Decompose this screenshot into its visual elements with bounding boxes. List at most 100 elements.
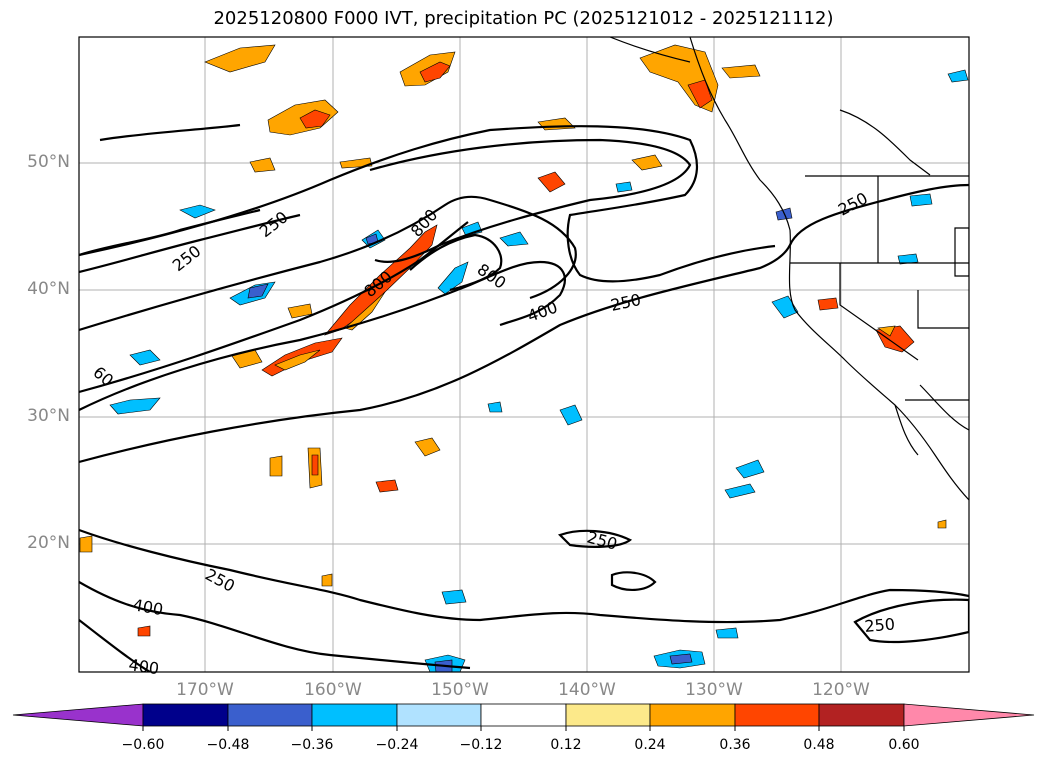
colorbar-bin: [565, 703, 651, 727]
lon-label-130w: 130°W: [685, 680, 743, 700]
lon-label-160w: 160°W: [304, 680, 362, 700]
precip-patch-negative: [499, 231, 529, 247]
precip-patch-positive: [937, 519, 947, 529]
precip-patch-positive: [537, 171, 566, 193]
precip-patch-negative: [129, 349, 161, 366]
ivt-contour-closed-1: [557, 529, 633, 548]
precip-patch-negative: [724, 483, 756, 499]
lat-label-20n: 20°N: [27, 533, 70, 553]
colorbar-bin: [311, 703, 398, 727]
precip-patch-positive: [631, 154, 663, 171]
precip-patch-positive: [721, 64, 761, 79]
state-border: [954, 227, 969, 277]
colorbar-bin: [818, 703, 905, 727]
precip-shading: [79, 44, 969, 672]
colorbar-bin: [649, 703, 736, 727]
precip-patch-positive: [311, 454, 319, 476]
lon-label-170w: 170°W: [176, 680, 234, 700]
precip-patch-negative: [487, 401, 503, 413]
colorbar-bin: [734, 703, 820, 727]
colorbar-tick-label: 0.36: [719, 737, 751, 753]
precip-patch-negative: [559, 404, 583, 426]
colorbar-tick-label: −0.12: [459, 737, 503, 753]
lat-label-30n: 30°N: [27, 406, 70, 426]
contour-label: 250: [864, 614, 896, 636]
ivt-contour-800: [409, 233, 503, 292]
colorbar-extend-min: [12, 703, 144, 727]
colorbar-tick-label: −0.36: [290, 737, 334, 753]
precip-patch-negative: [771, 295, 799, 319]
graticule: [79, 37, 969, 672]
precip-patch-negative: [615, 181, 633, 193]
precip-patch-positive: [137, 625, 151, 637]
precip-patch-positive: [79, 535, 93, 553]
colorbar-tick-label: −0.48: [206, 737, 250, 753]
lon-label-120w: 120°W: [812, 680, 870, 700]
precip-patch-positive: [269, 455, 283, 477]
colorbar: [12, 703, 1035, 731]
ivt-contour-north-1: [79, 208, 261, 257]
precip-patch-positive: [877, 325, 896, 337]
contour-label: 400: [127, 655, 160, 678]
precip-patch-negative: [179, 204, 216, 219]
precip-patch-negative: [437, 261, 469, 295]
precip-patch-positive: [274, 349, 321, 371]
precip-patch-positive: [321, 573, 333, 587]
ivt-contour-250-south: [79, 183, 969, 464]
colorbar-bin: [396, 703, 482, 727]
precip-patch-negative: [109, 397, 161, 415]
precip-patch-negative: [897, 253, 919, 265]
coastline-baja: [894, 404, 919, 456]
ivt-contour-north-3: [99, 123, 241, 142]
colorbar-bin: [142, 703, 229, 727]
precip-patch-positive: [344, 291, 386, 331]
ivt-contour-250-tropics: [79, 528, 969, 624]
precip-patch-negative: [669, 653, 693, 665]
colorbar-extend-max: [903, 703, 1035, 727]
coastline-alaska: [609, 37, 691, 63]
lat-label-50n: 50°N: [27, 152, 70, 172]
ivt-contour-400-north: [79, 195, 577, 332]
lon-label-140w: 140°W: [558, 680, 616, 700]
map-frame: [78, 36, 970, 673]
state-border: [917, 290, 969, 329]
ivt-contour-400-tropics: [79, 581, 471, 670]
ivt-contour-north-2: [79, 213, 301, 274]
colorbar-ticks: [142, 726, 905, 731]
colorbar-tick-label: 0.48: [803, 737, 835, 753]
ivt-contour-250-north: [79, 125, 776, 283]
precip-patch-positive: [419, 61, 451, 83]
colorbar-tick-label: −0.60: [121, 737, 165, 753]
lat-label-40n: 40°N: [27, 279, 70, 299]
precip-patch-positive: [204, 44, 276, 73]
colorbar-tick-label: 0.60: [888, 737, 920, 753]
colorbar-tick-label: 0.24: [634, 737, 666, 753]
precip-patch-negative: [735, 459, 765, 479]
precip-patch-positive: [299, 109, 331, 129]
ivt-contour-closed-3: [853, 598, 969, 644]
coastline-north-america: [689, 37, 969, 501]
coastlines: [609, 37, 969, 501]
precip-patch-positive: [414, 437, 441, 457]
precip-patch-positive: [249, 157, 276, 173]
precip-patch-negative: [247, 283, 269, 299]
precip-patch-positive: [687, 79, 713, 109]
colorbar-bin: [480, 703, 567, 727]
colorbar-tick-label: 0.12: [550, 737, 582, 753]
ivt-contour-600: [79, 221, 469, 394]
colorbar-tick-label: −0.24: [375, 737, 419, 753]
ivt-contours: [79, 123, 969, 672]
lon-label-150w: 150°W: [431, 680, 489, 700]
coastline-gulf: [919, 384, 969, 431]
figure-title: 2025120800 F000 IVT, precipitation PC (2…: [213, 8, 834, 29]
precip-patch-negative: [441, 589, 467, 605]
precip-patch-positive: [817, 297, 839, 311]
precip-patch-negative: [909, 193, 933, 207]
map-panel: [78, 36, 970, 673]
ivt-contour-closed-2: [610, 571, 657, 591]
precip-patch-negative: [947, 69, 969, 83]
precip-patch-negative: [715, 627, 739, 639]
state-border: [839, 263, 919, 361]
precip-patch-positive: [375, 479, 399, 493]
